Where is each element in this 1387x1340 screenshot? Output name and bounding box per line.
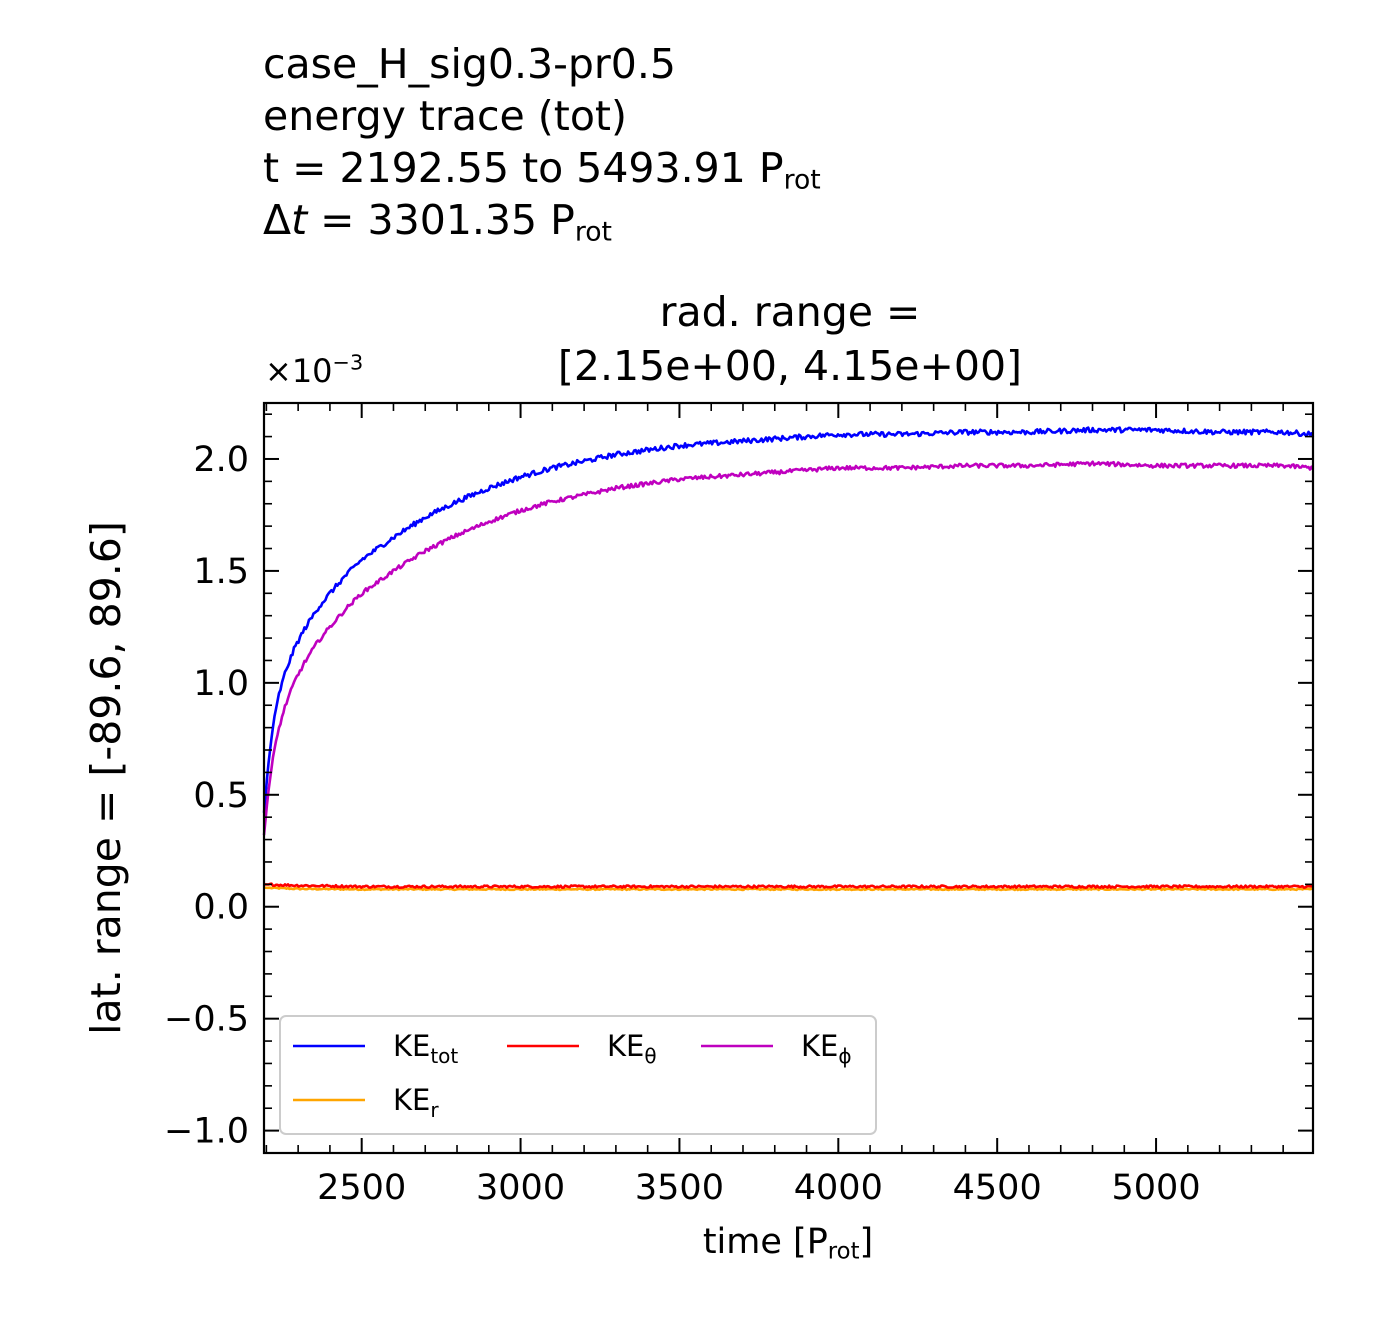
legend-label-r: KEr xyxy=(393,1083,439,1122)
x-tick-label: 4500 xyxy=(953,1168,1042,1208)
legend-box xyxy=(279,1015,877,1135)
title-time-range: t = 2192.55 to 5493.91 Prot xyxy=(263,144,821,196)
series-line-ker-r xyxy=(263,886,1314,892)
y-tick-label: 1.0 xyxy=(193,664,249,704)
y-tick-label: 1.5 xyxy=(193,552,249,592)
axes-title: rad. range = [2.15e+00, 4.15e+00] xyxy=(500,285,1080,393)
y-tick-label: −0.5 xyxy=(164,1000,249,1040)
axes-title-line1: rad. range = xyxy=(659,288,921,336)
legend-label-theta: KEθ xyxy=(607,1029,657,1068)
y-tick-label: −1.0 xyxy=(164,1112,249,1152)
x-tick-label: 5000 xyxy=(1112,1168,1201,1208)
x-tick-label: 3000 xyxy=(476,1168,565,1208)
x-tick-label: 4000 xyxy=(794,1168,883,1208)
title-delta-t: Δt = 3301.35 Prot xyxy=(263,196,612,248)
series-line-ke- xyxy=(262,460,1315,836)
legend-label-tot: KEtot xyxy=(393,1029,458,1068)
x-tick-label: 3500 xyxy=(635,1168,724,1208)
legend-label-phi: KEϕ xyxy=(801,1029,852,1068)
y-tick-label: 0.5 xyxy=(193,776,249,816)
axes-title-line2: [2.15e+00, 4.15e+00] xyxy=(557,342,1023,390)
series-line-ketot-tot xyxy=(262,426,1315,813)
x-tick-label: 2500 xyxy=(317,1168,406,1208)
plot-frame xyxy=(262,401,1315,1155)
title-trace-type: energy trace (tot) xyxy=(263,92,627,140)
y-offset-label: ×10−3 xyxy=(265,350,364,390)
x-axis-label: time [Prot] xyxy=(702,1222,874,1265)
y-tick-label: 2.0 xyxy=(193,440,249,480)
series-line-ke- xyxy=(263,882,1314,889)
y-tick-label: 0.0 xyxy=(193,888,249,928)
figure-title: case_H_sig0.3-pr0.5 energy trace (tot) t… xyxy=(263,38,821,246)
title-case-name: case_H_sig0.3-pr0.5 xyxy=(263,40,676,88)
